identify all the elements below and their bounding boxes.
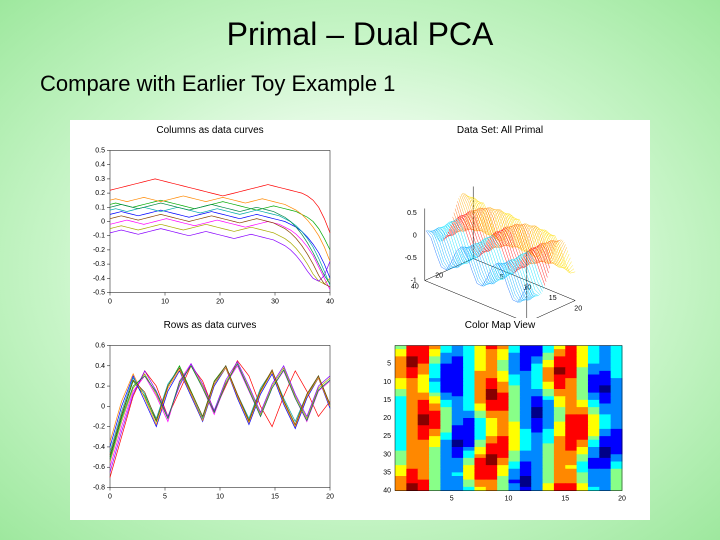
svg-text:0.1: 0.1 xyxy=(95,204,105,211)
svg-text:-0.6: -0.6 xyxy=(93,464,105,471)
svg-text:0.2: 0.2 xyxy=(95,383,105,390)
svg-text:15: 15 xyxy=(561,496,569,503)
svg-text:-0.5: -0.5 xyxy=(93,290,105,297)
svg-text:0: 0 xyxy=(413,233,417,240)
svg-text:5: 5 xyxy=(387,361,391,368)
svg-text:0: 0 xyxy=(108,494,112,501)
panel-colormap: Color Map View 5 10 15 20 5 10 15 20 25 30 35 40 xyxy=(370,320,630,500)
svg-text:20: 20 xyxy=(435,273,443,280)
panel-rows: Rows as data curves 0 5 10 15 20 -0.8 -0.6 -0.4… xyxy=(80,320,340,500)
svg-text:-0.1: -0.1 xyxy=(93,233,105,240)
panel-columns: Columns as data curves 0 10 20 30 40 -0.5 -0.4… xyxy=(80,125,340,305)
svg-text:0.2: 0.2 xyxy=(95,190,105,197)
svg-text:20: 20 xyxy=(618,496,626,503)
svg-text:0.4: 0.4 xyxy=(95,363,105,370)
svg-text:0.5: 0.5 xyxy=(95,148,105,155)
svg-text:0.6: 0.6 xyxy=(95,343,105,350)
chart-area: Columns as data curves 0 10 20 30 40 -0.5 -0.4… xyxy=(70,120,650,520)
panel-colormap-title: Color Map View xyxy=(370,320,630,331)
svg-text:0.3: 0.3 xyxy=(95,176,105,183)
svg-text:20: 20 xyxy=(216,299,224,306)
svg-text:25: 25 xyxy=(383,433,391,440)
panel-rows-title: Rows as data curves xyxy=(80,320,340,331)
panel-columns-title: Columns as data curves xyxy=(80,125,340,136)
svg-text:10: 10 xyxy=(216,494,224,501)
svg-text:10: 10 xyxy=(383,379,391,386)
svg-text:-0.2: -0.2 xyxy=(93,247,105,254)
svg-text:15: 15 xyxy=(271,494,279,501)
svg-text:10: 10 xyxy=(505,496,513,503)
svg-text:10: 10 xyxy=(161,299,169,306)
svg-text:40: 40 xyxy=(383,488,391,495)
svg-text:-0.8: -0.8 xyxy=(93,485,105,492)
svg-text:20: 20 xyxy=(326,494,334,501)
svg-text:0.5: 0.5 xyxy=(407,210,417,217)
page-subtitle: Compare with Earlier Toy Example 1 xyxy=(0,53,720,105)
svg-text:40: 40 xyxy=(326,299,334,306)
svg-text:0.4: 0.4 xyxy=(95,162,105,169)
panel-primal3d: Data Set: All Primal -1-0.500.5510152020… xyxy=(370,125,630,305)
svg-text:-0.5: -0.5 xyxy=(405,255,417,262)
svg-text:35: 35 xyxy=(383,469,391,476)
svg-text:40: 40 xyxy=(411,284,419,291)
svg-text:-0.3: -0.3 xyxy=(93,261,105,268)
svg-text:-0.4: -0.4 xyxy=(93,275,105,282)
svg-text:-0.4: -0.4 xyxy=(93,444,105,451)
svg-text:0: 0 xyxy=(101,403,105,410)
panel-primal3d-title: Data Set: All Primal xyxy=(370,125,630,136)
svg-text:15: 15 xyxy=(549,295,557,302)
svg-text:20: 20 xyxy=(383,415,391,422)
svg-text:5: 5 xyxy=(163,494,167,501)
svg-text:20: 20 xyxy=(574,306,582,313)
svg-text:5: 5 xyxy=(450,496,454,503)
svg-text:15: 15 xyxy=(383,397,391,404)
page-title: Primal – Dual PCA xyxy=(0,0,720,53)
svg-text:-0.2: -0.2 xyxy=(93,424,105,431)
svg-text:30: 30 xyxy=(383,451,391,458)
svg-text:0: 0 xyxy=(108,299,112,306)
svg-text:0: 0 xyxy=(101,219,105,226)
svg-text:30: 30 xyxy=(271,299,279,306)
